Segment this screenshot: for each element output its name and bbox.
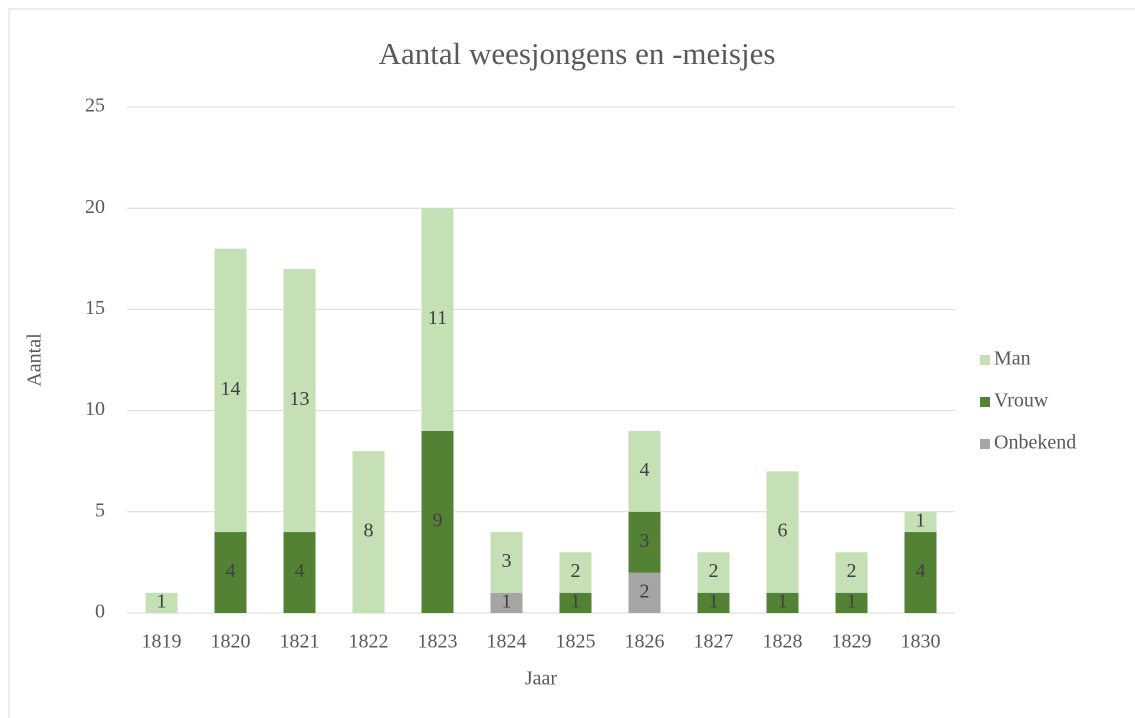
x-tick-label: 1821: [280, 631, 320, 653]
data-label: 2: [571, 560, 581, 582]
chart-frame: [8, 8, 1135, 718]
bar-segment: [766, 471, 799, 593]
bar-segment: [904, 532, 937, 613]
legend-label: Onbekend: [994, 432, 1076, 454]
data-label: 4: [295, 560, 305, 582]
x-axis-label: Jaar: [525, 668, 558, 690]
x-tick-label: 1826: [625, 631, 665, 653]
bar-segment: [490, 592, 523, 613]
bar-segment: [490, 532, 523, 593]
bar-segment: [559, 552, 592, 593]
data-label: 1: [709, 590, 719, 612]
data-label: 4: [640, 459, 650, 481]
data-label: 2: [709, 560, 719, 582]
x-tick-label: 1820: [211, 631, 251, 653]
y-tick-label: 10: [85, 398, 105, 420]
bar-segment: [283, 532, 316, 613]
data-label: 4: [916, 560, 926, 582]
bar-segment: [214, 532, 247, 613]
bar-segment: [697, 592, 730, 613]
data-label: 8: [364, 520, 374, 542]
legend-label: Man: [994, 348, 1031, 370]
legend-swatch: [980, 355, 990, 365]
bar-segment: [283, 268, 316, 533]
data-label: 2: [640, 580, 650, 602]
data-label: 4: [226, 560, 236, 582]
bar-segment: [352, 451, 385, 613]
data-label: 1: [502, 590, 512, 612]
x-tick-label: 1824: [487, 631, 527, 653]
bar-segment: [904, 511, 937, 533]
x-tick-label: 1823: [418, 631, 458, 653]
bar-segment: [766, 592, 799, 613]
x-tick-label: 1828: [763, 631, 803, 653]
data-label: 1: [847, 590, 857, 612]
x-tick-label: 1825: [556, 631, 596, 653]
x-tick-label: 1829: [832, 631, 872, 653]
bar-segment: [628, 572, 661, 613]
data-label: 1: [778, 590, 788, 612]
bar-segment: [559, 592, 592, 613]
bar-segment: [214, 248, 247, 533]
data-label: 1: [571, 590, 581, 612]
bar-segment: [835, 552, 868, 593]
data-label: 13: [290, 388, 310, 410]
data-label: 14: [221, 378, 241, 400]
x-tick-label: 1819: [142, 631, 182, 653]
x-tick-label: 1830: [901, 631, 941, 653]
data-label: 9: [433, 510, 443, 532]
data-label: 3: [640, 530, 650, 552]
data-label: 1: [157, 590, 167, 612]
legend-swatch: [980, 397, 990, 407]
bar-segment: [628, 511, 661, 573]
bar-segment: [628, 430, 661, 512]
chart-title: Aantal weesjongens en -meisjes: [379, 36, 776, 71]
bar-segment: [145, 592, 178, 613]
data-label: 6: [778, 520, 788, 542]
data-label: 2: [847, 560, 857, 582]
legend-label: Vrouw: [994, 390, 1049, 412]
y-tick-label: 0: [95, 601, 105, 623]
y-tick-label: 15: [85, 297, 105, 319]
y-tick-label: 5: [95, 499, 105, 521]
y-axis-label: Aantal: [24, 333, 46, 387]
bar-segment: [421, 430, 454, 613]
legend-swatch: [980, 439, 990, 449]
x-tick-label: 1827: [694, 631, 734, 653]
y-tick-label: 25: [85, 95, 105, 117]
y-tick-label: 20: [85, 196, 105, 218]
data-label: 3: [502, 550, 512, 572]
x-tick-label: 1822: [349, 631, 389, 653]
bar-segment: [697, 552, 730, 593]
data-label: 1: [916, 510, 926, 532]
bar-segment: [421, 208, 454, 431]
data-label: 11: [428, 307, 447, 329]
bar-segment: [835, 592, 868, 613]
